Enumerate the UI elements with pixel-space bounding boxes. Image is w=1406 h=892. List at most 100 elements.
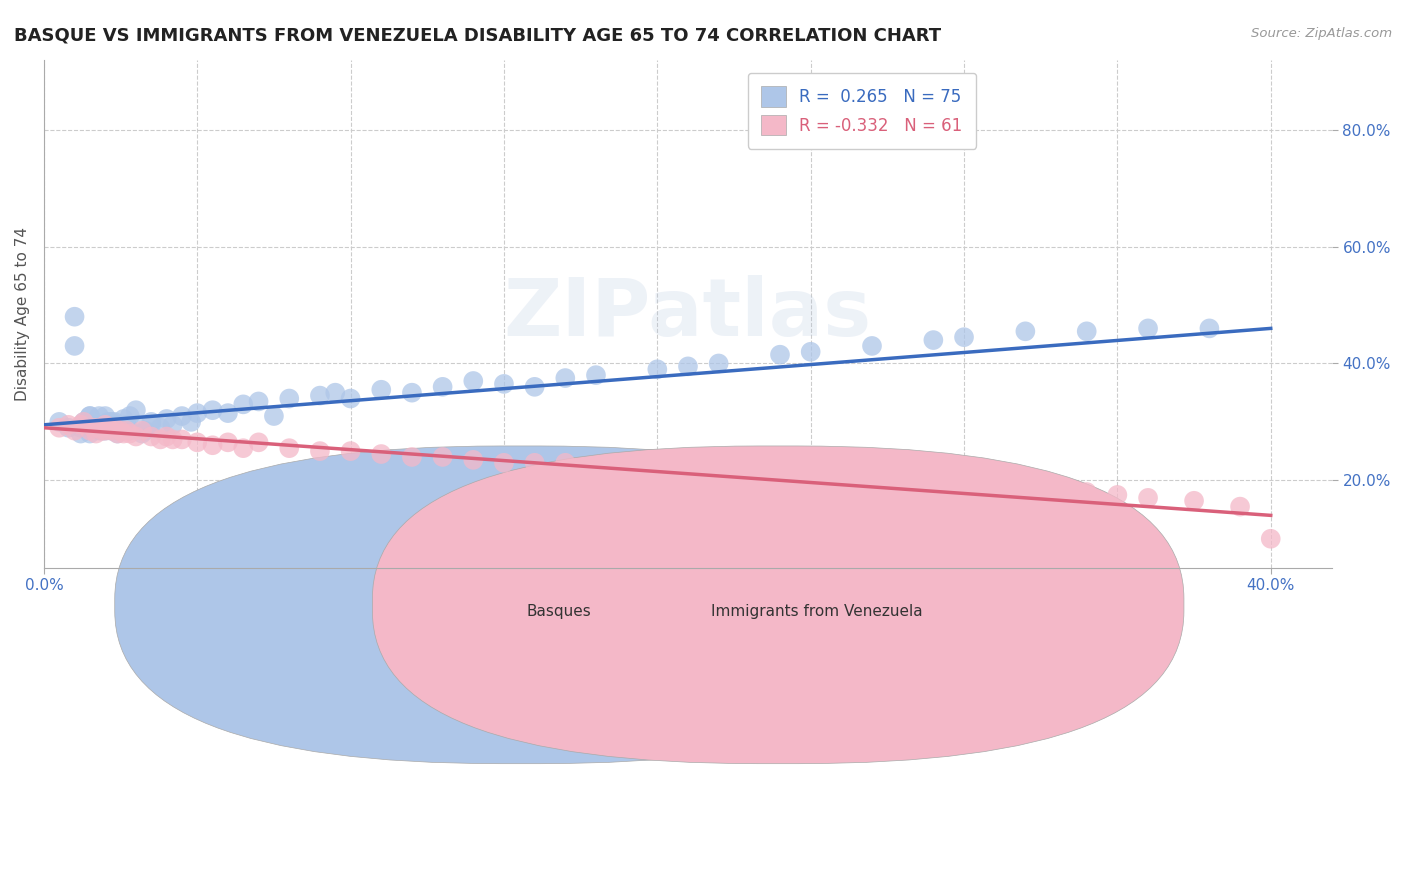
Point: [339, 392, 361, 406]
Point: [1107, 488, 1129, 502]
Point: [1045, 482, 1067, 496]
Point: [125, 417, 148, 432]
Point: [94, 424, 117, 438]
Point: [100, 424, 122, 438]
Point: [141, 415, 163, 429]
Point: [110, 424, 132, 438]
Point: [94, 424, 117, 438]
Point: [79, 426, 101, 441]
Point: [309, 444, 332, 458]
Point: [830, 467, 852, 482]
Point: [118, 409, 141, 423]
Point: [676, 465, 699, 479]
Point: [58, 417, 80, 432]
Point: [94, 417, 117, 432]
Point: [616, 461, 638, 475]
Point: [48, 415, 70, 429]
Point: [107, 417, 129, 432]
Point: [97, 415, 120, 429]
Point: [554, 456, 576, 470]
Point: [84, 417, 107, 432]
Point: [922, 333, 945, 347]
Point: [73, 415, 96, 429]
Point: [1076, 485, 1098, 500]
Point: [162, 433, 184, 447]
Point: [647, 458, 669, 473]
Point: [860, 339, 883, 353]
Point: [523, 456, 546, 470]
Point: [800, 344, 823, 359]
Point: [217, 406, 239, 420]
Point: [707, 465, 730, 479]
Point: [141, 417, 163, 432]
Point: [73, 415, 96, 429]
Point: [87, 417, 110, 432]
Point: [131, 424, 153, 438]
Point: [463, 374, 485, 388]
Point: [370, 447, 392, 461]
Point: [115, 417, 138, 432]
Point: [103, 417, 125, 432]
Point: [585, 368, 607, 383]
Point: [432, 380, 454, 394]
Point: [401, 385, 423, 400]
Point: [186, 435, 208, 450]
Point: [1260, 532, 1282, 546]
Point: [554, 371, 576, 385]
Point: [523, 380, 546, 394]
Point: [953, 330, 976, 344]
Point: [1014, 479, 1036, 493]
Point: [79, 424, 101, 438]
Point: [84, 426, 107, 441]
Point: [97, 421, 120, 435]
Point: [149, 433, 172, 447]
Point: [1137, 321, 1160, 335]
Point: [107, 426, 129, 441]
Point: [100, 421, 122, 435]
Point: [263, 409, 285, 423]
Point: [953, 476, 976, 491]
Point: [125, 403, 148, 417]
Point: [201, 438, 224, 452]
Point: [112, 426, 135, 441]
Legend: R =  0.265   N = 75, R = -0.332   N = 61: R = 0.265 N = 75, R = -0.332 N = 61: [748, 73, 976, 149]
Point: [82, 421, 104, 435]
Point: [69, 417, 91, 432]
Point: [131, 426, 153, 441]
Text: Source: ZipAtlas.com: Source: ZipAtlas.com: [1251, 27, 1392, 40]
Point: [63, 424, 86, 438]
Text: BASQUE VS IMMIGRANTS FROM VENEZUELA DISABILITY AGE 65 TO 74 CORRELATION CHART: BASQUE VS IMMIGRANTS FROM VENEZUELA DISA…: [14, 27, 941, 45]
Point: [79, 409, 101, 423]
Point: [112, 412, 135, 426]
Point: [58, 421, 80, 435]
Point: [1076, 324, 1098, 338]
Point: [983, 476, 1005, 491]
Point: [91, 417, 114, 432]
Point: [585, 458, 607, 473]
Point: [247, 435, 270, 450]
Point: [125, 429, 148, 443]
Point: [100, 424, 122, 438]
Point: [180, 415, 202, 429]
FancyBboxPatch shape: [115, 446, 927, 764]
Point: [217, 435, 239, 450]
Point: [69, 421, 91, 435]
Point: [647, 362, 669, 376]
Point: [94, 417, 117, 432]
Point: [769, 467, 792, 482]
Y-axis label: Disability Age 65 to 74: Disability Age 65 to 74: [15, 227, 30, 401]
Point: [69, 426, 91, 441]
Point: [162, 417, 184, 432]
Point: [463, 453, 485, 467]
Point: [1198, 321, 1220, 335]
Point: [247, 394, 270, 409]
Point: [100, 415, 122, 429]
Point: [170, 409, 193, 423]
Point: [1182, 493, 1205, 508]
Point: [97, 421, 120, 435]
Point: [63, 339, 86, 353]
Point: [118, 424, 141, 438]
Point: [278, 441, 301, 455]
Point: [891, 470, 914, 484]
Point: [94, 421, 117, 435]
